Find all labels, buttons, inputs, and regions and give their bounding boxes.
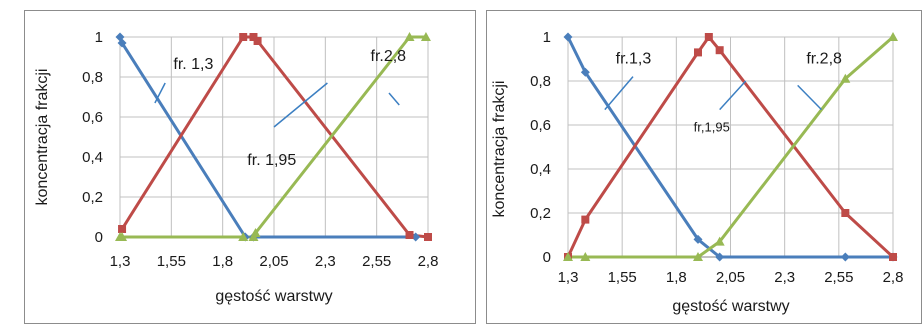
data-point-fr28: [714, 236, 725, 246]
y-tick-label: 1: [95, 29, 103, 46]
data-point-fr195: [694, 48, 702, 57]
annotation-label: fr.2,8: [806, 50, 842, 67]
x-tick-label: 1,8: [212, 253, 233, 270]
data-point-fr195: [249, 33, 258, 41]
data-point-fr13: [563, 32, 573, 42]
y-axis-title: koncentracja frakcji: [491, 81, 508, 218]
y-tick-label: 0,6: [530, 117, 551, 134]
annotation-leader-line: [273, 82, 328, 128]
data-point-fr13: [580, 67, 590, 77]
y-tick-label: 0,6: [82, 109, 103, 126]
x-tick-label: 1,55: [608, 269, 637, 286]
x-tick-label: 1,55: [157, 253, 186, 270]
x-tick-label: 1,8: [666, 269, 687, 286]
y-tick-label: 0,2: [82, 189, 103, 206]
x-tick-label: 2,55: [824, 269, 853, 286]
y-tick-label: 0,2: [530, 205, 551, 222]
chart-panel-left: 1,3 1,55 1,8 2,05 2,3 2,55 2,8 0 0,2 0,4 0,6 0,8 1 gę…: [24, 10, 476, 324]
y-tick-label: 0,8: [82, 69, 103, 86]
data-point-fr28: [840, 73, 851, 83]
data-point-fr195: [715, 46, 724, 55]
annotation-leader-line: [154, 82, 166, 104]
x-tick-label: 2,05: [716, 269, 745, 286]
chart-right: 1,3 1,55 1,8 2,05 2,3 2,55 2,8 0 0,2 0,4 0,6 0,8 1 gę…: [491, 29, 904, 315]
data-point-fr195: [704, 33, 713, 41]
data-point-fr28: [250, 228, 261, 237]
annotation-label: fr.1,3: [616, 50, 652, 67]
annotation-leader-line: [388, 92, 400, 106]
data-point-fr195: [424, 233, 432, 241]
data-point-fr195: [118, 225, 127, 233]
data-point-fr28: [888, 32, 898, 41]
y-axis-title: koncentracja frakcji: [34, 69, 51, 206]
y-tick-label: 1: [543, 29, 551, 46]
data-point-fr28: [693, 252, 703, 261]
annotation-label: fr. 1,95: [247, 152, 296, 169]
data-point-fr28: [563, 252, 573, 261]
data-point-fr195: [889, 253, 897, 261]
data-point-fr28: [238, 232, 249, 241]
y-tick-label: 0,4: [530, 161, 551, 178]
data-point-fr195: [253, 37, 262, 45]
data-point-fr13: [715, 252, 725, 262]
data-point-fr28: [420, 32, 431, 41]
series-line-fr13: [118, 36, 416, 239]
x-tick-label: 2,8: [883, 269, 904, 286]
y-tick-label: 0,4: [82, 149, 103, 166]
data-point-fr13: [840, 252, 850, 262]
data-point-fr13: [693, 234, 703, 244]
x-axis-title: gęstość warstwy: [215, 288, 332, 305]
annotation-label: fr.2,8: [371, 48, 407, 65]
x-tick-label: 1,3: [558, 269, 579, 286]
annotation-leader-line: [604, 76, 634, 111]
data-point-fr195: [841, 209, 850, 217]
annotation-leader-line: [719, 80, 747, 111]
x-tick-label: 2,8: [418, 253, 439, 270]
chart-left: 1,3 1,55 1,8 2,05 2,3 2,55 2,8 0 0,2 0,4 0,6 0,8 1 gę…: [34, 29, 439, 305]
y-tick-label: 0,8: [530, 73, 551, 90]
x-tick-label: 2,05: [259, 253, 288, 270]
annotation-leader-line: [797, 84, 823, 111]
annotation-label: fr,1,95: [694, 120, 730, 135]
chart-panel-right: 1,3 1,55 1,8 2,05 2,3 2,55 2,8 0 0,2 0,4 0,6 0,8 1 gę…: [486, 10, 922, 324]
x-axis-title: gęstość warstwy: [672, 298, 789, 315]
data-point-fr13: [117, 38, 127, 48]
data-point-fr195: [581, 215, 590, 224]
data-point-fr28: [580, 252, 591, 261]
y-tick-label: 0: [95, 229, 103, 246]
x-tick-label: 2,55: [362, 253, 391, 270]
x-tick-label: 1,3: [110, 253, 131, 270]
data-point-fr195: [239, 33, 248, 41]
x-tick-label: 2,3: [315, 253, 336, 270]
data-point-fr28: [117, 232, 128, 241]
data-point-fr195: [405, 231, 414, 239]
x-tick-label: 2,3: [774, 269, 795, 286]
data-point-fr28: [404, 32, 415, 41]
series-line-fr28: [120, 35, 426, 239]
annotation-label: fr. 1,3: [173, 56, 213, 73]
series-line-fr28: [568, 35, 894, 259]
y-tick-label: 0: [543, 249, 551, 266]
